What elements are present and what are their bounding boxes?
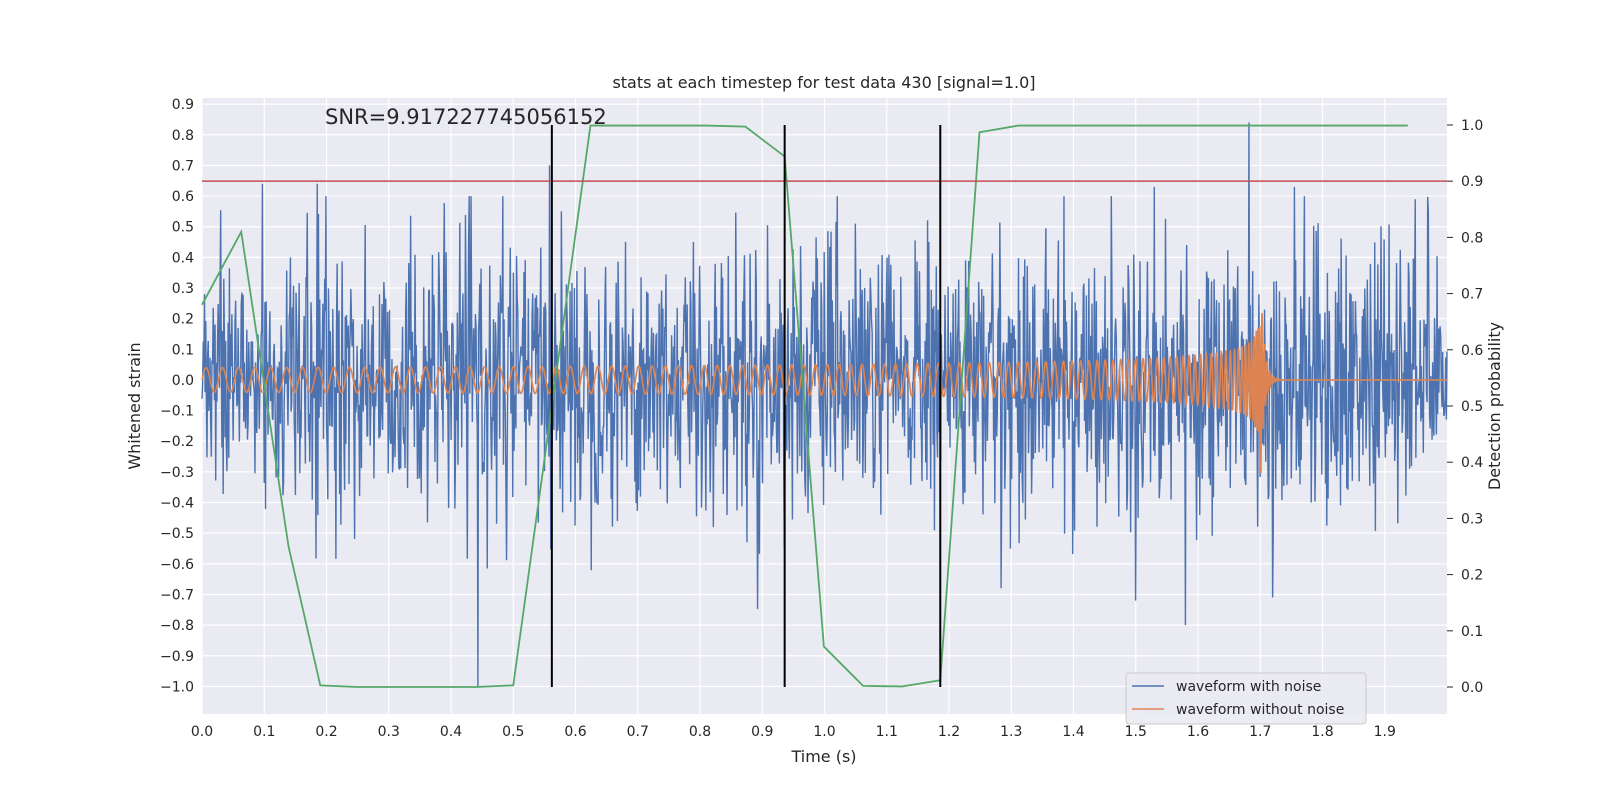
x-tick-label: 1.1 [876,724,898,740]
chart-title: stats at each timestep for test data 430… [612,73,1035,92]
y2-axis-label: Detection probability [1485,322,1504,490]
x-tick-label: 1.5 [1125,724,1147,740]
y2-tick-label: 0.3 [1461,511,1483,527]
clean-waveform-line [201,312,1447,474]
y-tick-label: 0.3 [172,281,194,297]
y-tick-label: −0.1 [160,404,194,420]
y-tick-label: 0.5 [172,220,194,236]
y-tick-label: −0.4 [160,496,194,512]
legend-noisy-label: waveform with noise [1176,679,1321,695]
x-tick-label: 0.7 [627,724,649,740]
y2-tick-label: 0.4 [1461,455,1483,471]
y-tick-label: −1.0 [160,679,194,695]
y-tick-label: −0.6 [160,557,194,573]
y-tick-label: 0.8 [172,128,194,144]
y-tick-label: 0.1 [172,342,194,358]
x-tick-label: 1.3 [1000,724,1022,740]
x-tick-label: 0.3 [378,724,400,740]
x-tick-label: 1.8 [1311,724,1333,740]
y-tick-label: −0.9 [160,649,194,665]
reference-lines [202,124,1447,688]
y2-tick-label: 0.9 [1461,174,1483,190]
y-axis-label: Whitened strain [125,342,144,469]
y-tick-label: 0.0 [172,373,194,389]
y-tick-label: −0.2 [160,434,194,450]
x-tick-label: 0.5 [502,724,524,740]
tick-labels: 0.0 0.1 0.2 0.3 0.4 0.5 0.6 0.7 0.8 0.9 1.0 1.1 1.2 1… [160,97,1483,740]
x-tick-label: 1.2 [938,724,960,740]
y2-tick-label: 0.6 [1461,343,1483,359]
y2-tick-label: 0.7 [1461,287,1483,303]
snr-annotation: SNR=9.917227745056152 [325,105,607,129]
y2-tick-label: 0.0 [1461,680,1483,696]
x-tick-label: 0.2 [315,724,337,740]
y-tick-label: −0.7 [160,587,194,603]
legend-box [1125,672,1367,725]
x-tick-label: 0.9 [751,724,773,740]
legend: waveform with noise waveform without noi… [1125,672,1367,725]
y2-tick-label: 0.2 [1461,568,1483,584]
legend-clean-label: waveform without noise [1176,702,1344,718]
clean-waveform-series [201,312,1447,474]
y2-tick-label: 0.1 [1461,624,1483,640]
y-tick-label: 0.2 [172,312,194,328]
y-tick-label: 0.7 [172,158,194,174]
y-tick-label: −0.5 [160,526,194,542]
y-tick-label: 0.6 [172,189,194,205]
x-tick-label: 0.0 [191,724,213,740]
x-tick-label: 1.6 [1187,724,1209,740]
y2-tick-label: 0.5 [1461,399,1483,415]
y-tick-label: −0.3 [160,465,194,481]
x-tick-label: 1.0 [813,724,835,740]
y2-tick-label: 1.0 [1461,118,1483,134]
x-tick-label: 0.4 [440,724,462,740]
y-tick-label: 0.4 [172,250,194,266]
y-tick-label: −0.8 [160,618,194,634]
y-tick-label: 0.9 [172,97,194,113]
x-tick-label: 1.7 [1249,724,1271,740]
x-tick-label: 0.8 [689,724,711,740]
x-tick-label: 0.6 [564,724,586,740]
x-axis-label: Time (s) [790,747,856,766]
x-tick-label: 0.1 [253,724,275,740]
y2-tick-label: 0.8 [1461,230,1483,246]
x-tick-label: 1.4 [1062,724,1084,740]
x-tick-label: 1.9 [1374,724,1396,740]
